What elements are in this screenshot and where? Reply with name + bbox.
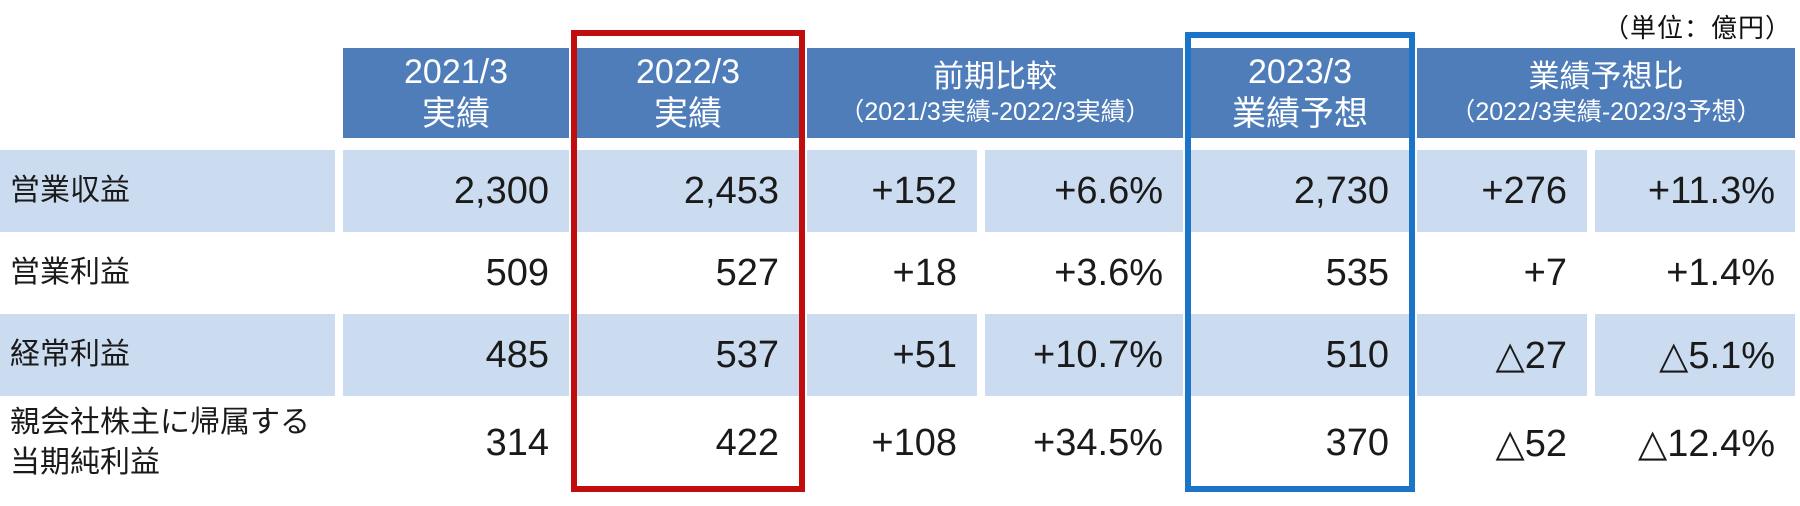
cell-operating-income-vs-forecast-pct: +1.4% xyxy=(1666,251,1775,294)
cell-ordinary-income-vs-forecast-diff: △27 xyxy=(1417,314,1587,396)
cell-ordinary-income-yoy-diff: +51 xyxy=(807,314,977,396)
column-header-yoy-compare: 前期比較 （2021/3実績-2022/3実績） xyxy=(807,48,1183,138)
column-header-subtitle: （2021/3実績-2022/3実績） xyxy=(839,97,1151,126)
column-header-year: 2021/3 xyxy=(404,52,508,91)
row-label-ordinary-income: 経常利益 xyxy=(0,314,335,396)
column-header-year: 2022/3 xyxy=(636,52,740,91)
column-header-2022-actual: 2022/3 実績 xyxy=(577,48,799,138)
cell-operating-revenue-2022-actual: 2,453 xyxy=(577,150,799,232)
row-label-net-income-attributable-to-parent: 親会社株主に帰属する当期純利益 xyxy=(10,405,310,480)
cell-operating-revenue-vs-forecast-diff: +276 xyxy=(1417,150,1587,232)
column-header-type: 実績 xyxy=(654,95,722,133)
column-header-type: 実績 xyxy=(422,95,490,133)
financial-results-table: 2021/3 実績 2022/3 実績 前期比較 （2021/3実績-2022/… xyxy=(0,48,1795,490)
cell-net-income-yoy-pct: +34.5% xyxy=(1033,421,1163,464)
cell-operating-income-yoy-pct: +3.6% xyxy=(1054,251,1163,294)
row-label-operating-revenue: 営業収益 xyxy=(0,150,335,232)
column-header-vs-forecast: 業績予想比 （2022/3実績-2023/3予想） xyxy=(1417,48,1795,138)
row-label-operating-income: 営業利益 xyxy=(10,255,130,289)
cell-operating-revenue-yoy-pct: +6.6% xyxy=(985,150,1183,232)
cell-operating-income-yoy-diff: +18 xyxy=(892,251,957,294)
column-header-2023-forecast: 2023/3 業績予想 xyxy=(1191,48,1409,138)
column-header-type: 業績予想 xyxy=(1232,95,1368,133)
cell-net-income-vs-forecast-diff: △52 xyxy=(1495,422,1568,465)
unit-label: （単位：億円） xyxy=(1602,13,1792,43)
column-header-subtitle: （2022/3実績-2023/3予想） xyxy=(1450,97,1762,126)
cell-operating-revenue-yoy-diff: +152 xyxy=(807,150,977,232)
cell-operating-income-2023-forecast: 535 xyxy=(1325,251,1389,294)
cell-net-income-2022-actual: 422 xyxy=(715,421,779,464)
cell-net-income-vs-forecast-pct: △12.4% xyxy=(1638,422,1775,465)
cell-net-income-2023-forecast: 370 xyxy=(1325,421,1389,464)
column-header-title: 前期比較 xyxy=(933,59,1057,94)
cell-ordinary-income-2021-actual: 485 xyxy=(343,314,569,396)
cell-operating-revenue-2021-actual: 2,300 xyxy=(343,150,569,232)
cell-operating-revenue-2023-forecast: 2,730 xyxy=(1191,150,1409,232)
cell-operating-income-vs-forecast-diff: +7 xyxy=(1523,251,1567,294)
cell-ordinary-income-2023-forecast: 510 xyxy=(1191,314,1409,396)
column-header-2021-actual: 2021/3 実績 xyxy=(343,48,569,138)
cell-operating-income-2021-actual: 509 xyxy=(485,251,549,294)
cell-net-income-2021-actual: 314 xyxy=(485,421,549,464)
cell-operating-income-2022-actual: 527 xyxy=(715,251,779,294)
cell-ordinary-income-yoy-pct: +10.7% xyxy=(985,314,1183,396)
cell-net-income-yoy-diff: +108 xyxy=(871,421,957,464)
column-header-title: 業績予想比 xyxy=(1528,59,1684,94)
cell-ordinary-income-vs-forecast-pct: △5.1% xyxy=(1595,314,1795,396)
cell-ordinary-income-2022-actual: 537 xyxy=(577,314,799,396)
cell-operating-revenue-vs-forecast-pct: +11.3% xyxy=(1595,150,1795,232)
column-header-year: 2023/3 xyxy=(1248,52,1352,91)
